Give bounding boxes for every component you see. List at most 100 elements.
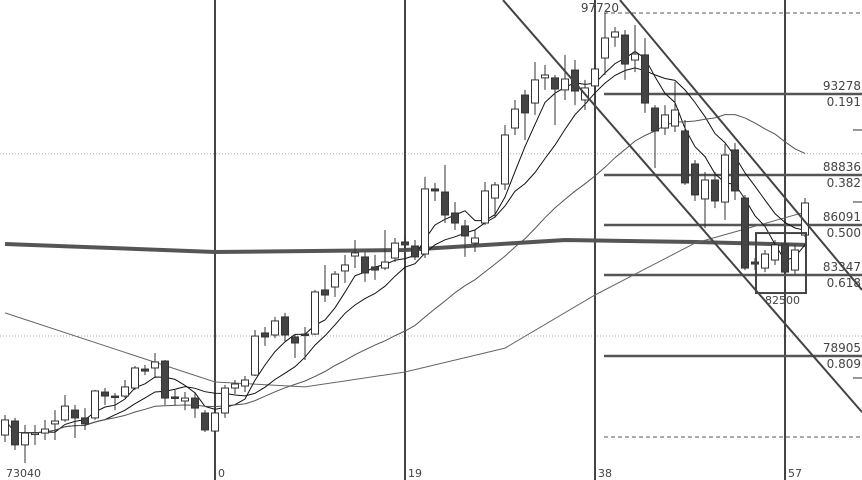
candle-body-bear bbox=[641, 54, 649, 104]
candle bbox=[221, 384, 229, 418]
sma-10-line bbox=[4, 67, 806, 434]
candle-body-bull bbox=[331, 273, 339, 288]
candle-body-bear bbox=[11, 420, 19, 446]
candle bbox=[41, 419, 49, 440]
candle-body-bull bbox=[31, 432, 39, 436]
candle-body-bear bbox=[731, 149, 739, 192]
candle bbox=[781, 239, 789, 275]
candle bbox=[611, 27, 619, 47]
candle-body-bear bbox=[71, 409, 79, 419]
candle bbox=[61, 394, 69, 422]
candle-body-bull bbox=[771, 244, 779, 261]
candle bbox=[591, 64, 599, 90]
candle-body-bull bbox=[51, 420, 59, 425]
candle bbox=[601, 12, 609, 75]
candle bbox=[371, 254, 379, 280]
candle-body-bear bbox=[321, 289, 329, 296]
candle bbox=[531, 62, 539, 115]
range-box-label: 82500 bbox=[765, 294, 800, 307]
candle bbox=[681, 120, 689, 185]
candle-body-bear bbox=[711, 179, 719, 202]
candle bbox=[231, 380, 239, 395]
candle-body-bull bbox=[251, 335, 259, 376]
candle-body-bull bbox=[481, 190, 489, 224]
candle bbox=[661, 105, 669, 135]
candle bbox=[101, 388, 109, 405]
candle-body-bull bbox=[471, 237, 479, 244]
vertical-marker-label: 19 bbox=[408, 467, 422, 480]
candle bbox=[701, 171, 709, 228]
fib-ratio-label: 0.500 bbox=[827, 226, 861, 240]
candle bbox=[561, 54, 569, 100]
candle bbox=[341, 254, 349, 284]
fib-price-label: 88836 bbox=[823, 160, 861, 174]
candle-body-bear bbox=[291, 336, 299, 344]
candle-body-bear bbox=[551, 77, 559, 90]
candle bbox=[191, 392, 199, 418]
candle bbox=[741, 194, 749, 271]
candle bbox=[161, 359, 169, 405]
candle bbox=[281, 312, 289, 343]
candle bbox=[421, 176, 429, 259]
candle bbox=[171, 390, 179, 405]
candle-body-bear bbox=[681, 130, 689, 184]
candle-body-bear bbox=[741, 197, 749, 269]
candle bbox=[501, 124, 509, 191]
candle-body-bear bbox=[201, 412, 209, 431]
candle bbox=[651, 105, 659, 168]
candle-body-bear bbox=[401, 241, 409, 246]
candle-body-bear bbox=[461, 225, 469, 237]
candle bbox=[211, 400, 219, 432]
candle bbox=[481, 182, 489, 226]
trendline bbox=[502, 0, 862, 413]
long-ma-thin-line bbox=[4, 211, 806, 388]
vertical-marker-label: 57 bbox=[788, 467, 802, 480]
candle bbox=[691, 159, 699, 201]
candle-body-bull bbox=[591, 68, 599, 87]
candle-body-bear bbox=[691, 163, 699, 196]
candle-body-bear bbox=[281, 316, 289, 336]
candle bbox=[521, 89, 529, 141]
candle bbox=[121, 380, 129, 399]
candle bbox=[351, 239, 359, 269]
candle bbox=[321, 264, 329, 302]
candle-body-bull bbox=[491, 184, 499, 199]
candle bbox=[431, 182, 439, 201]
candle-body-bull bbox=[21, 432, 29, 446]
fib-ratio-label: 0.191 bbox=[827, 95, 861, 109]
candle-body-bear bbox=[441, 191, 449, 216]
candle bbox=[551, 74, 559, 125]
candle bbox=[251, 330, 259, 376]
candle-body-bull bbox=[221, 387, 229, 414]
candle-body-bear bbox=[301, 333, 309, 337]
candle-body-bear bbox=[521, 94, 529, 114]
candle-body-bull bbox=[631, 53, 639, 61]
candle-body-bull bbox=[341, 264, 349, 272]
candle bbox=[261, 326, 269, 346]
candle bbox=[411, 239, 419, 261]
candle-body-bull bbox=[671, 109, 679, 127]
candle-body-bear bbox=[191, 397, 199, 409]
candle bbox=[511, 99, 519, 135]
candle bbox=[381, 229, 389, 271]
candle bbox=[761, 250, 769, 273]
candle-body-bull bbox=[1, 419, 9, 436]
candle bbox=[401, 235, 409, 251]
vertical-marker-label: 38 bbox=[598, 467, 612, 480]
range-box-rect bbox=[755, 232, 807, 295]
candle bbox=[461, 219, 469, 257]
candle bbox=[271, 316, 279, 339]
candle-body-bull bbox=[121, 386, 129, 397]
candle-body-bull bbox=[761, 253, 769, 269]
candle-body-bear bbox=[101, 391, 109, 397]
fib-price-label: 93278 bbox=[823, 79, 861, 93]
vertical-marker-label: 0 bbox=[218, 467, 225, 480]
candle-body-bear bbox=[451, 212, 459, 224]
candle-body-bear bbox=[171, 396, 179, 399]
candle bbox=[1, 415, 9, 442]
candle bbox=[331, 270, 339, 298]
candle bbox=[151, 353, 159, 378]
candle-body-bull bbox=[211, 412, 219, 432]
candle-body-bear bbox=[261, 332, 269, 338]
